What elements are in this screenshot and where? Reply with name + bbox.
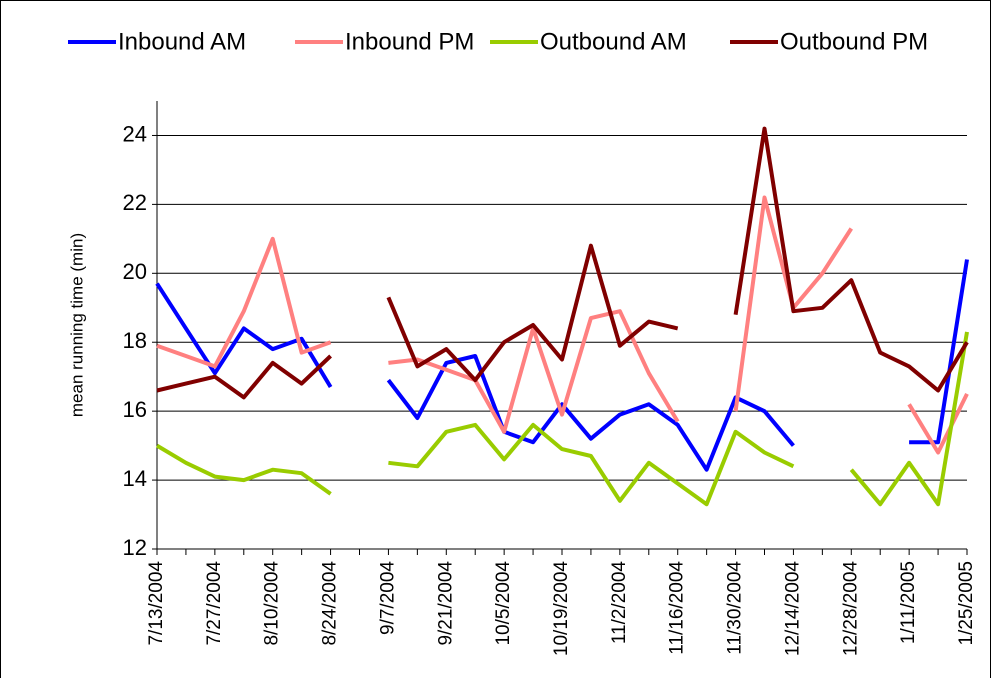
x-tick-label: 8/10/2004	[262, 561, 283, 646]
legend-label: Inbound AM	[118, 28, 246, 55]
x-tick-label: 11/2/2004	[609, 561, 630, 645]
legend-label: Outbound PM	[780, 28, 928, 55]
x-tick-label: 9/7/2004	[377, 561, 398, 635]
series-line	[155, 331, 969, 507]
x-tick-label: 1/25/2005	[956, 561, 977, 646]
y-tick-label: 22	[123, 190, 147, 215]
y-tick-label: 12	[123, 535, 147, 560]
x-tick-label: 11/30/2004	[725, 561, 746, 655]
y-tick-label: 16	[123, 397, 147, 422]
series-line	[156, 195, 969, 455]
x-tick-label: 7/27/2004	[204, 561, 225, 646]
y-tick-label: 24	[123, 121, 147, 146]
x-tick-label: 12/14/2004	[782, 561, 803, 657]
legend-label: Inbound PM	[345, 28, 474, 55]
x-tick-label: 8/24/2004	[320, 561, 341, 646]
y-tick-label: 18	[123, 328, 147, 353]
x-tick-label: 7/13/2004	[146, 561, 167, 646]
y-tick-label: 20	[123, 259, 147, 284]
x-tick-label: 12/28/2004	[840, 561, 861, 657]
x-tick-label: 10/19/2004	[551, 561, 572, 657]
legend-label: Outbound AM	[540, 28, 687, 55]
x-tick-label: 9/21/2004	[435, 561, 456, 646]
y-axis-label: mean running time (min)	[67, 233, 86, 417]
series-line	[156, 126, 969, 400]
y-tick-label: 14	[123, 466, 147, 491]
x-tick-label: 11/16/2004	[667, 561, 688, 655]
x-tick-label: 10/5/2004	[493, 561, 514, 646]
x-tick-label: 1/11/2005	[898, 561, 919, 644]
